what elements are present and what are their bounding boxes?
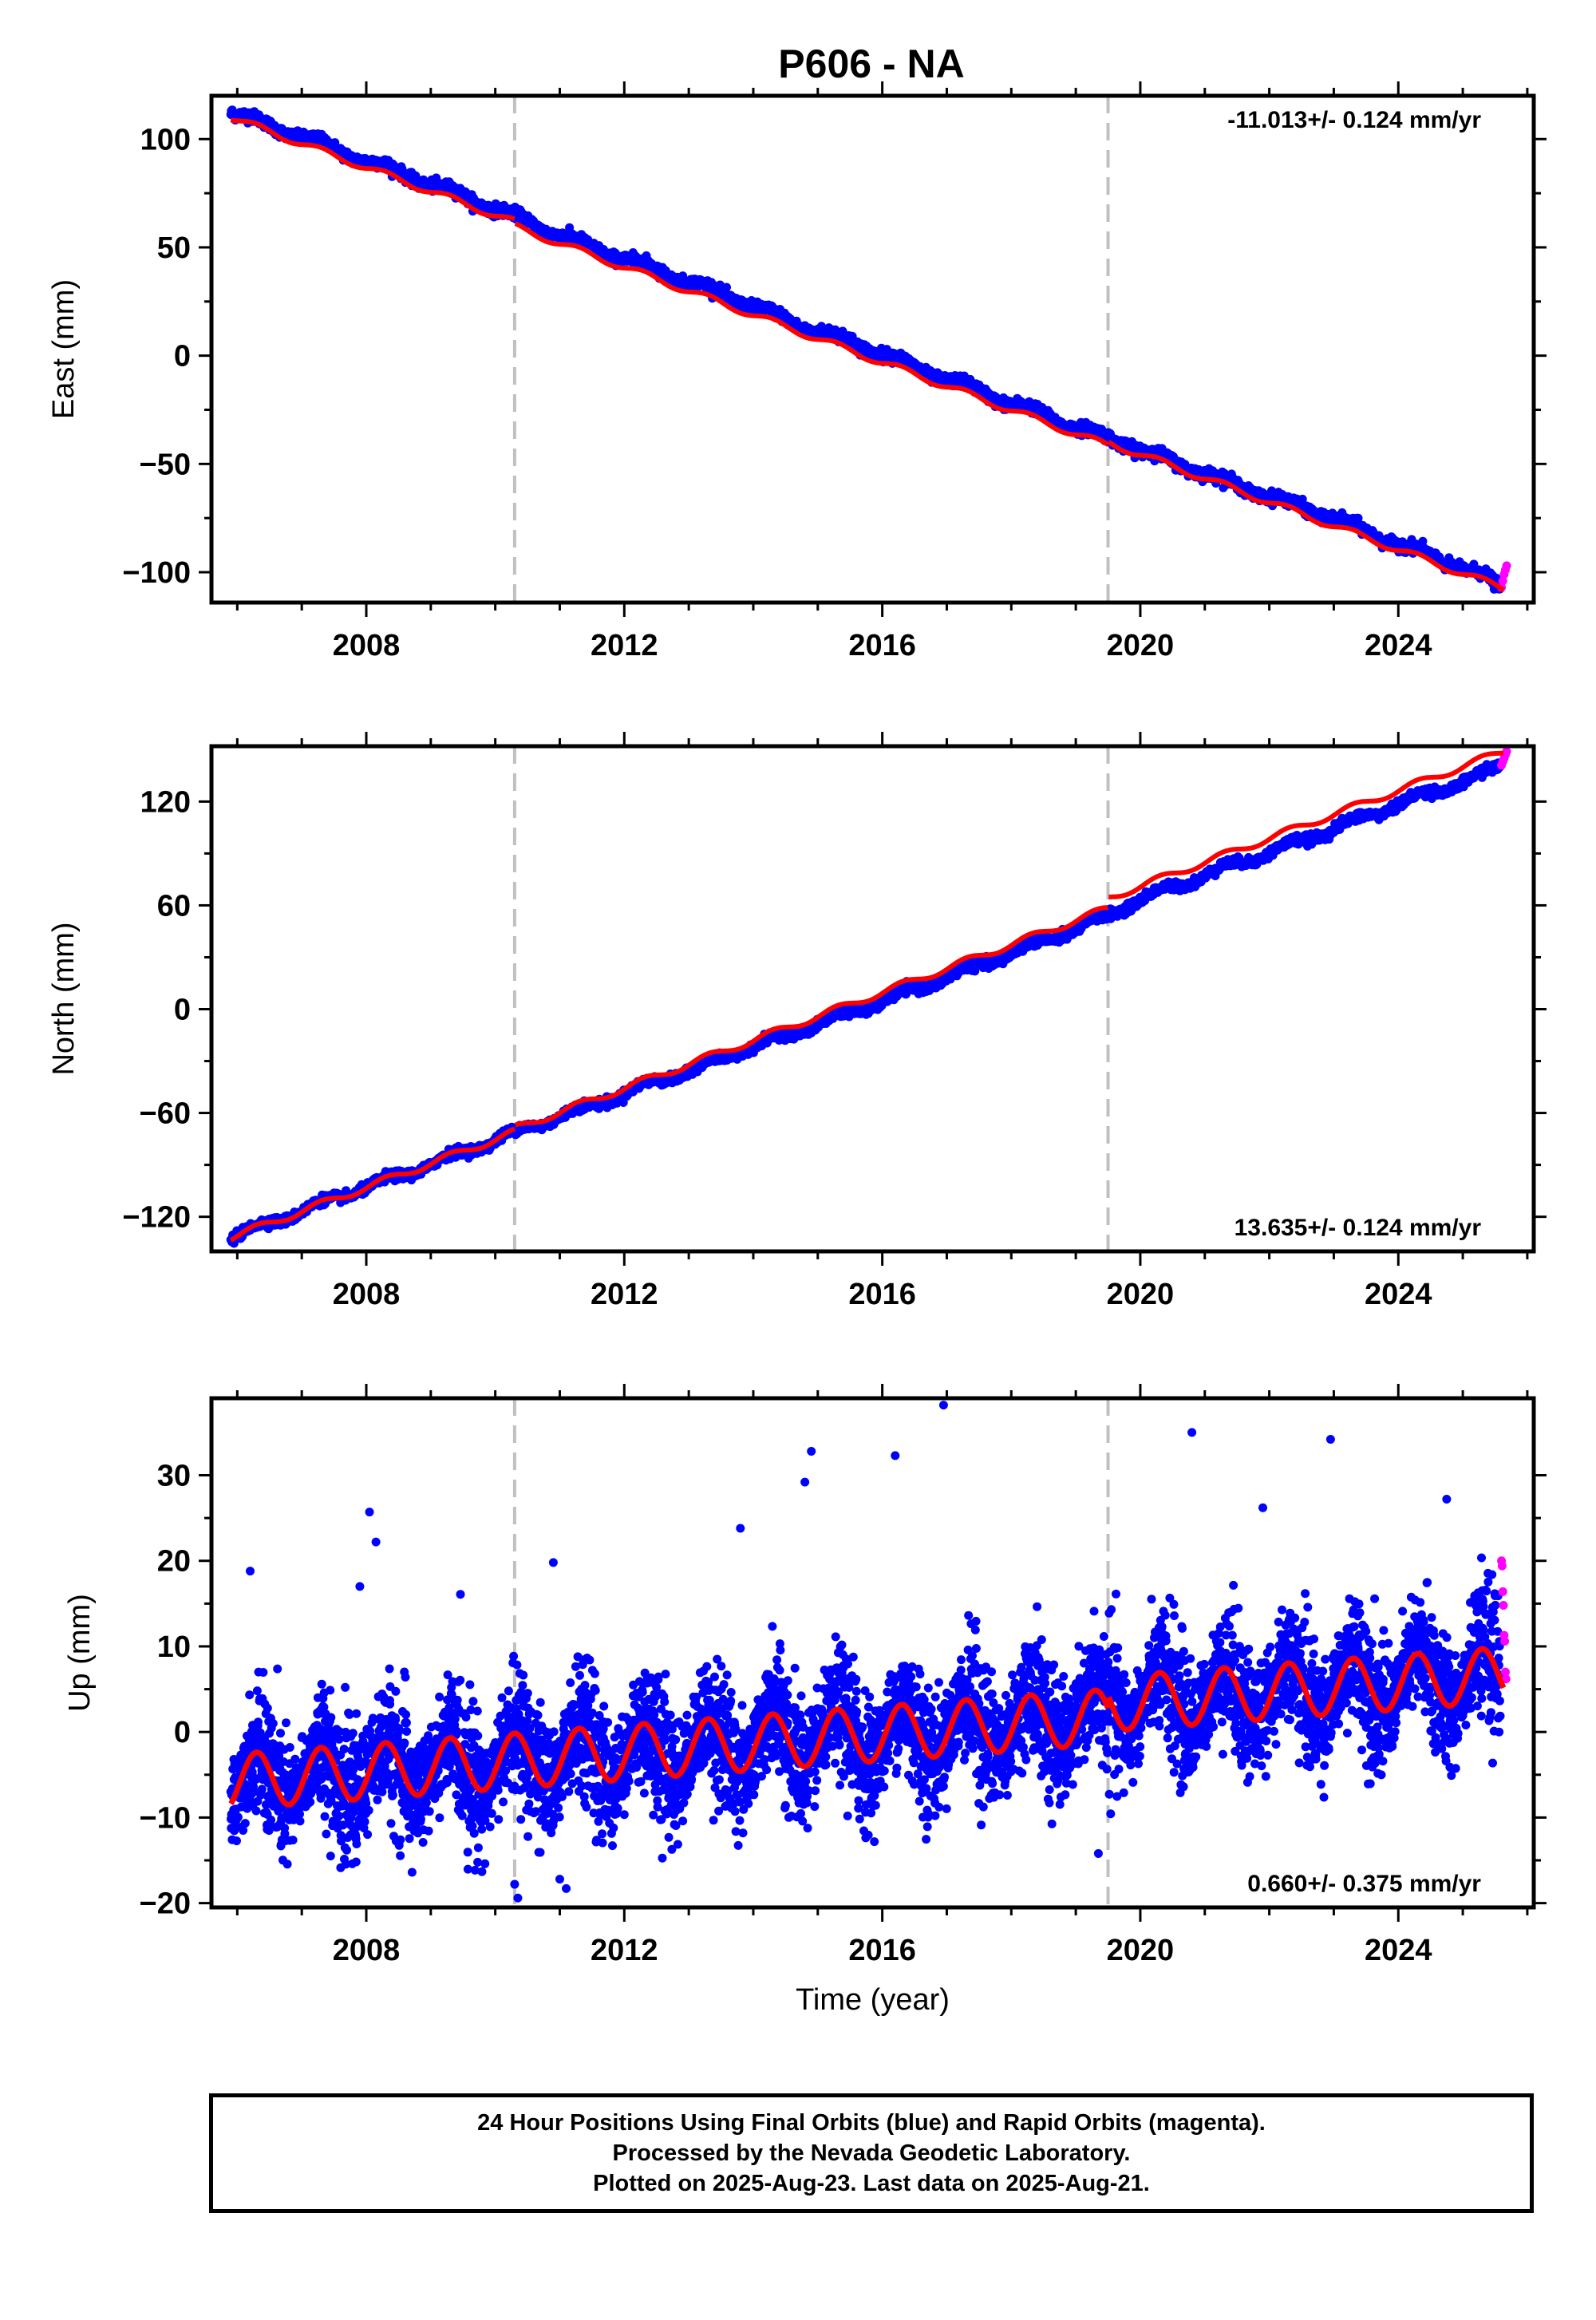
rapid-orbit-point bbox=[1503, 561, 1511, 570]
figure-title: P606 - NA bbox=[778, 41, 964, 86]
x-tick-label: 2024 bbox=[1365, 629, 1432, 662]
x-tick-label: 2012 bbox=[591, 629, 658, 662]
x-tick-label: 2016 bbox=[848, 629, 916, 662]
y-tick-label: −50 bbox=[140, 448, 191, 481]
x-tick-label: 2008 bbox=[333, 629, 401, 662]
east-panel: 2008 2012 2016 2020 2024 −100 −50 0 50 100 East (m… bbox=[47, 81, 1547, 662]
y-tick-label: 0 bbox=[174, 340, 191, 373]
plot-area bbox=[227, 96, 1511, 603]
y-tick-label: −100 bbox=[122, 556, 191, 590]
rate-annotation: -11.013+/- 0.124 mm/yr bbox=[1227, 107, 1481, 133]
x-tick-label: 2020 bbox=[1107, 629, 1175, 662]
plot-area bbox=[227, 746, 1511, 1251]
y-axis-label: East (mm) bbox=[47, 279, 81, 419]
y-tick-label: 100 bbox=[140, 123, 191, 156]
y-tick-label: 50 bbox=[157, 231, 191, 265]
